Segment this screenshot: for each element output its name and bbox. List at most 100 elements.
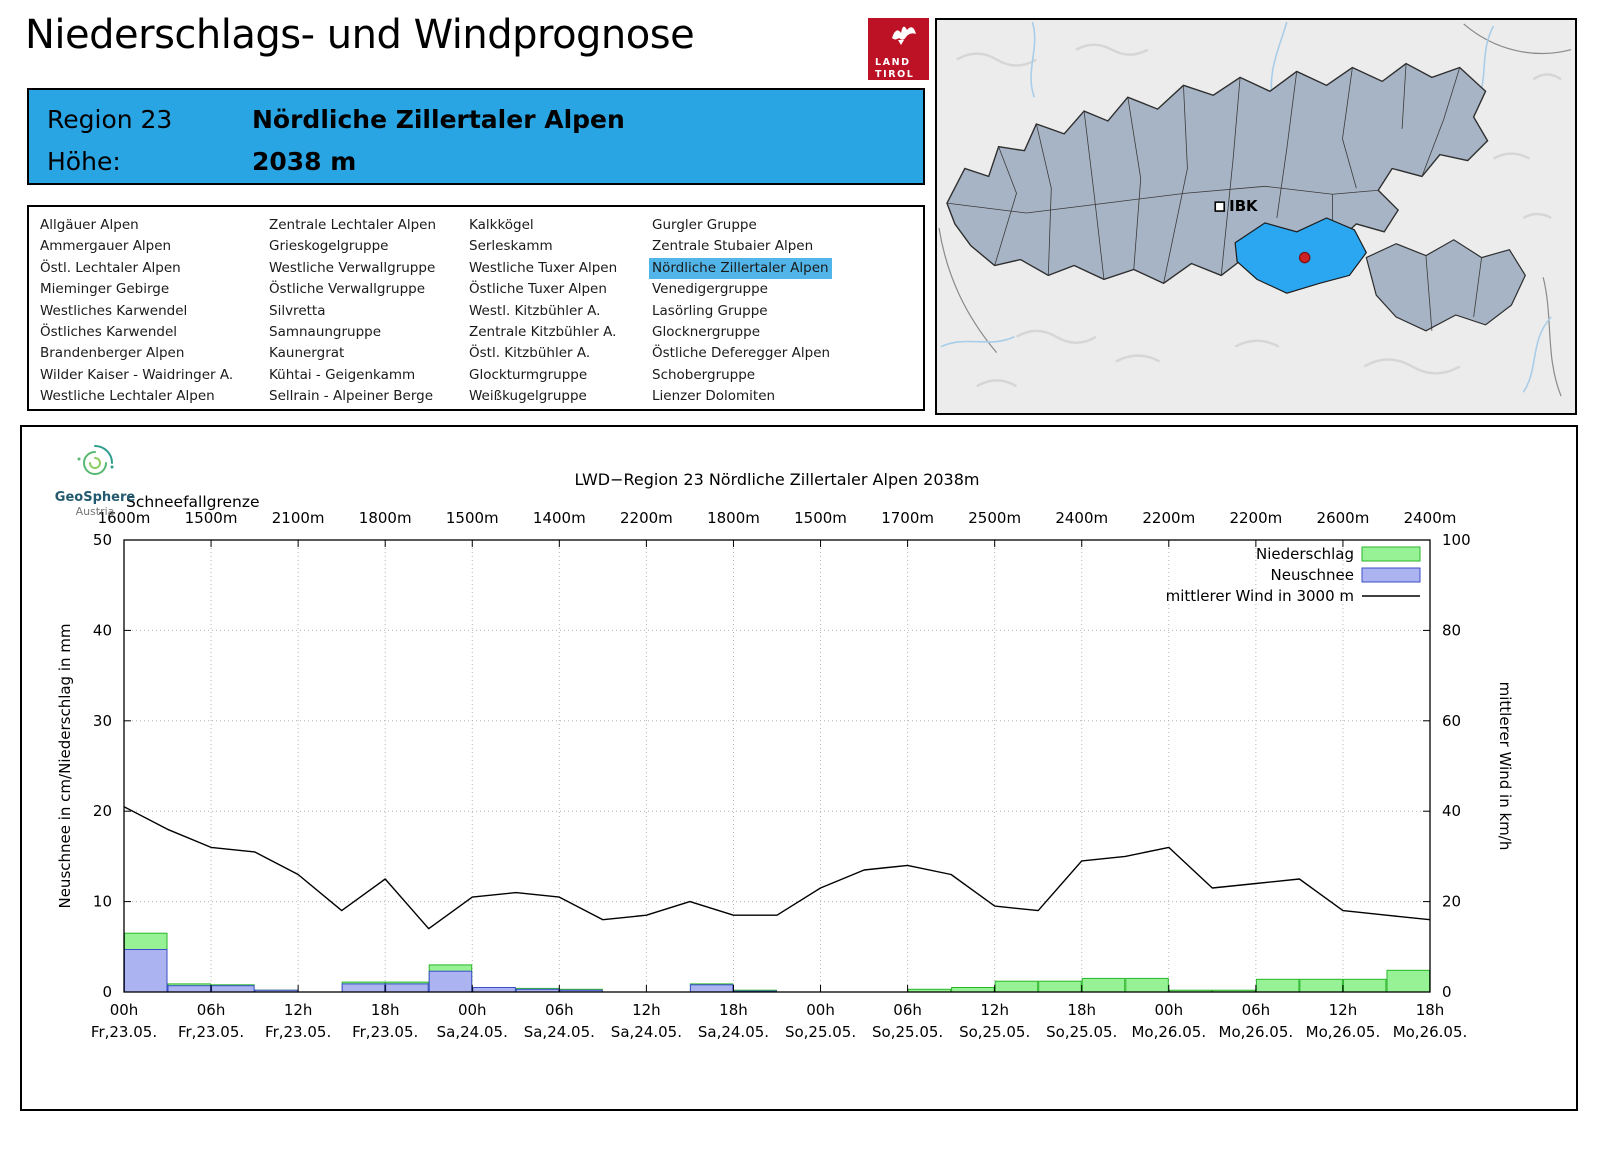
- svg-text:18h: 18h: [371, 1001, 400, 1019]
- svg-text:1800m: 1800m: [707, 509, 760, 527]
- svg-text:12h: 12h: [284, 1001, 313, 1019]
- region-list: Allgäuer Alpen Ammergauer Alpen Östl. Lech…: [27, 205, 925, 411]
- forecast-chart-panel: GeoSphere Austria LWD−Region 23 Nördlich…: [20, 425, 1578, 1111]
- region-list-item[interactable]: Westliche Lechtaler Alpen: [40, 388, 215, 405]
- region-list-item[interactable]: Glocknergruppe: [652, 324, 761, 341]
- svg-text:2400m: 2400m: [1055, 509, 1108, 527]
- svg-text:Fr,23.05.: Fr,23.05.: [91, 1023, 157, 1041]
- svg-text:2200m: 2200m: [1229, 509, 1282, 527]
- svg-text:1700m: 1700m: [881, 509, 934, 527]
- region-list-item[interactable]: Allgäuer Alpen: [40, 217, 139, 233]
- svg-text:20: 20: [93, 802, 112, 820]
- elevation-value: 2038 m: [252, 146, 357, 176]
- page-title: Niederschlags- und Windprognose: [25, 12, 695, 58]
- svg-text:00h: 00h: [1155, 1001, 1184, 1019]
- svg-text:1500m: 1500m: [185, 509, 238, 527]
- region-list-item[interactable]: Kaunergrat: [269, 345, 345, 362]
- svg-text:00h: 00h: [806, 1001, 835, 1019]
- svg-text:Sa,24.05.: Sa,24.05.: [698, 1023, 769, 1041]
- border-lines: [938, 23, 1572, 397]
- region-list-item[interactable]: Westl. Kitzbühler A.: [469, 302, 601, 319]
- region-list-item[interactable]: Zentrale Stubaier Alpen: [652, 238, 814, 255]
- region-list-item[interactable]: Zentrale Kitzbühler A.: [469, 324, 617, 341]
- region-list-item[interactable]: Östl. Lechtaler Alpen: [40, 259, 181, 276]
- plot-frame: [123, 539, 1431, 993]
- region-list-item[interactable]: Kühtai - Geigenkamm: [269, 366, 416, 383]
- svg-text:So,25.05.: So,25.05.: [959, 1023, 1030, 1041]
- region-list-item[interactable]: Grieskogelgruppe: [269, 238, 389, 255]
- region-list-item[interactable]: Serleskamm: [469, 238, 553, 255]
- svg-text:06h: 06h: [1242, 1001, 1271, 1019]
- region-list-item[interactable]: Weißkugelgruppe: [469, 388, 587, 405]
- land-tirol-logo: LAND TIROL: [868, 18, 929, 80]
- terrain-texture: [956, 43, 1562, 388]
- snowline-label: Schneefallgrenze: [126, 493, 260, 511]
- svg-text:Neuschnee: Neuschnee: [1271, 566, 1355, 584]
- region-list-item[interactable]: Lienzer Dolomiten: [652, 388, 776, 405]
- map-region-east-tirol[interactable]: [1365, 239, 1526, 332]
- svg-text:20: 20: [1442, 893, 1461, 911]
- region-list-item[interactable]: Westliche Verwallgruppe: [269, 259, 436, 276]
- svg-text:30: 30: [93, 712, 112, 730]
- region-list-item[interactable]: Sellrain - Alpeiner Berge: [269, 388, 434, 405]
- svg-text:06h: 06h: [893, 1001, 922, 1019]
- svg-text:1600m: 1600m: [98, 509, 151, 527]
- chart-grid: [124, 540, 1430, 992]
- region-list-item[interactable]: Östliches Karwendel: [40, 324, 178, 341]
- region-list-item[interactable]: Westliche Tuxer Alpen: [469, 259, 618, 276]
- region-name: Nördliche Zillertaler Alpen: [252, 104, 625, 134]
- region-list-item[interactable]: Brandenberger Alpen: [40, 345, 185, 362]
- region-list-item[interactable]: Östliche Verwallgruppe: [269, 281, 426, 298]
- region-list-item[interactable]: Östl. Kitzbühler A.: [469, 345, 591, 362]
- svg-text:1400m: 1400m: [533, 509, 586, 527]
- svg-text:2500m: 2500m: [968, 509, 1021, 527]
- svg-text:So,25.05.: So,25.05.: [872, 1023, 943, 1041]
- axis-tick-labels: 1600m 1500m 2100m 1800m 1500m 1400m 2200m 1800m…: [91, 509, 1471, 1041]
- svg-text:12h: 12h: [980, 1001, 1009, 1019]
- y-axis-right-label: mittlerer Wind in km/h: [1496, 682, 1514, 851]
- svg-text:So,25.05.: So,25.05.: [785, 1023, 856, 1041]
- region-list-item[interactable]: Lasörling Gruppe: [652, 302, 768, 319]
- svg-text:06h: 06h: [197, 1001, 226, 1019]
- region-list-item-selected[interactable]: Nördliche Zillertaler Alpen: [649, 257, 832, 280]
- svg-text:06h: 06h: [545, 1001, 574, 1019]
- svg-text:0: 0: [1442, 983, 1452, 1001]
- svg-text:2200m: 2200m: [620, 509, 673, 527]
- chart-legend: Niederschlag Neuschnee mittlerer Wind in 3…: [1166, 545, 1421, 605]
- svg-text:12h: 12h: [1329, 1001, 1358, 1019]
- region-list-item[interactable]: Venedigergruppe: [652, 281, 768, 298]
- elevation-label: Höhe:: [47, 146, 121, 176]
- svg-text:60: 60: [1442, 712, 1461, 730]
- svg-text:Sa,24.05.: Sa,24.05.: [611, 1023, 682, 1041]
- svg-text:50: 50: [93, 531, 112, 549]
- svg-text:0: 0: [102, 983, 112, 1001]
- svg-text:1800m: 1800m: [359, 509, 412, 527]
- region-list-item[interactable]: Östliche Tuxer Alpen: [469, 281, 607, 298]
- geosphere-logo: GeoSphere Austria: [50, 441, 140, 518]
- region-list-item[interactable]: Mieminger Gebirge: [40, 281, 170, 298]
- region-list-item[interactable]: Silvretta: [269, 302, 326, 319]
- map-region-north-tirol[interactable]: [946, 62, 1489, 285]
- svg-text:2100m: 2100m: [272, 509, 325, 527]
- region-list-item[interactable]: Westliches Karwendel: [40, 302, 188, 319]
- station-dot: [1298, 251, 1311, 264]
- region-list-item[interactable]: Ammergauer Alpen: [40, 238, 172, 255]
- geosphere-name: GeoSphere: [54, 490, 136, 505]
- region-list-item[interactable]: Samnaungruppe: [269, 324, 382, 341]
- region-list-item[interactable]: Schobergruppe: [652, 366, 756, 383]
- wind-line: [123, 806, 1431, 930]
- svg-text:2600m: 2600m: [1317, 509, 1370, 527]
- region-list-item[interactable]: Glockturmgruppe: [469, 366, 588, 383]
- region-list-item[interactable]: Gurgler Gruppe: [652, 217, 757, 233]
- region-list-item[interactable]: Zentrale Lechtaler Alpen: [269, 217, 437, 233]
- svg-text:Mo,26.05.: Mo,26.05.: [1219, 1023, 1294, 1041]
- ibk-marker: [1214, 201, 1225, 212]
- tirol-eagle-icon: [892, 26, 916, 45]
- region-list-item[interactable]: Wilder Kaiser - Waidringer A.: [40, 366, 234, 383]
- svg-text:18h: 18h: [1416, 1001, 1445, 1019]
- region-list-item[interactable]: Östliche Deferegger Alpen: [652, 345, 831, 362]
- svg-text:18h: 18h: [1067, 1001, 1096, 1019]
- svg-text:Fr,23.05.: Fr,23.05.: [352, 1023, 418, 1041]
- region-list-item[interactable]: Kalkkögel: [469, 217, 534, 233]
